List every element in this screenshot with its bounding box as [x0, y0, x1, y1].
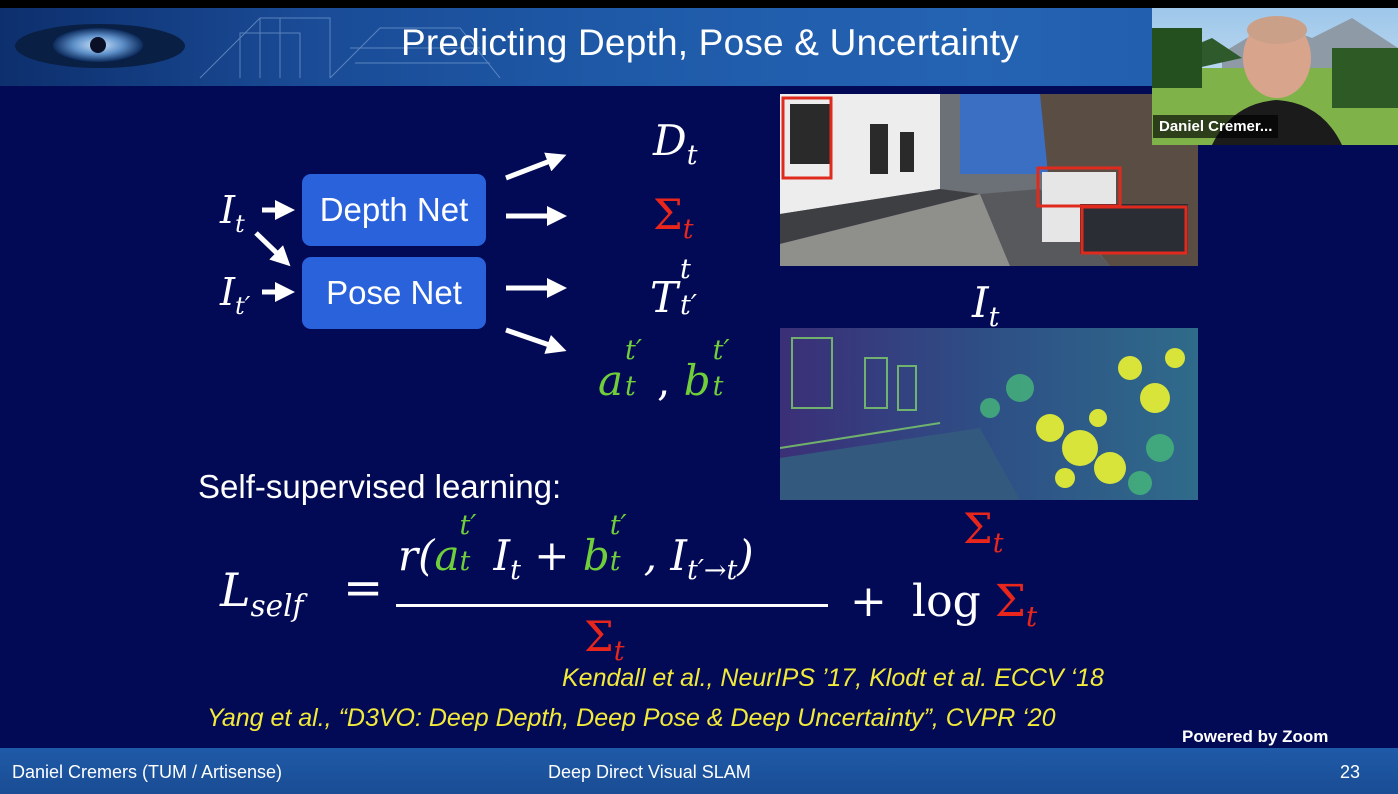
reference-2: Yang et al., “D3VO: Deep Depth, Deep Pos…: [207, 704, 1056, 732]
powered-by-zoom: Powered by Zoom: [1182, 727, 1329, 746]
fraction-bar: [396, 604, 828, 607]
pose-net-box: Pose Net: [302, 257, 486, 329]
loss-numerator: r(a t′ t It + b t′ t , It′→t): [398, 510, 754, 587]
image-label: It: [972, 278, 1000, 334]
footer-talk-title: Deep Direct Visual SLAM: [548, 762, 751, 782]
loss-lhs: Lself: [220, 563, 304, 624]
depth-net-label: Depth Net: [319, 191, 469, 228]
output-pose: T t t′: [650, 254, 697, 322]
slide-title: Predicting Depth, Pose & Uncertainty: [400, 22, 1019, 63]
uncertainty-label: Σt: [963, 504, 1004, 560]
reference-1: Kendall et al., NeurIPS ’17, Klodt et al…: [562, 664, 1104, 692]
header-eye-city-image: [15, 17, 501, 79]
footer-author: Daniel Cremers (TUM / Artisense): [12, 762, 283, 782]
street-image: [780, 94, 1198, 266]
loss-equals: =: [343, 560, 384, 616]
diagram-arrows: [254, 152, 567, 354]
depth-net-box: Depth Net: [302, 174, 486, 246]
loss-denominator: Σt: [584, 612, 625, 668]
input-image-t-prime: It′: [220, 270, 251, 320]
slide-footer: Daniel Cremers (TUM / Artisense) Deep Di…: [0, 748, 1398, 794]
participant-name-label: Daniel Cremer...: [1153, 115, 1279, 138]
input-image-t: It: [220, 188, 245, 238]
uncertainty-map-image: [780, 328, 1198, 500]
arrow-it-to-pose: [254, 231, 291, 267]
output-depth: Dt: [653, 116, 698, 172]
loss-plus: +: [850, 576, 887, 627]
loss-log: log Σt: [912, 576, 1038, 633]
arrow-to-depth-output: [505, 152, 567, 181]
output-affine-params: a t′ t , b t′ t: [598, 335, 730, 405]
arrow-to-ab-output: [505, 327, 567, 354]
footer-page-number: 23: [1340, 762, 1361, 782]
pose-net-label: Pose Net: [326, 274, 462, 311]
self-supervised-label: Self-supervised learning:: [198, 468, 562, 505]
output-sigma: Σt: [653, 190, 694, 246]
